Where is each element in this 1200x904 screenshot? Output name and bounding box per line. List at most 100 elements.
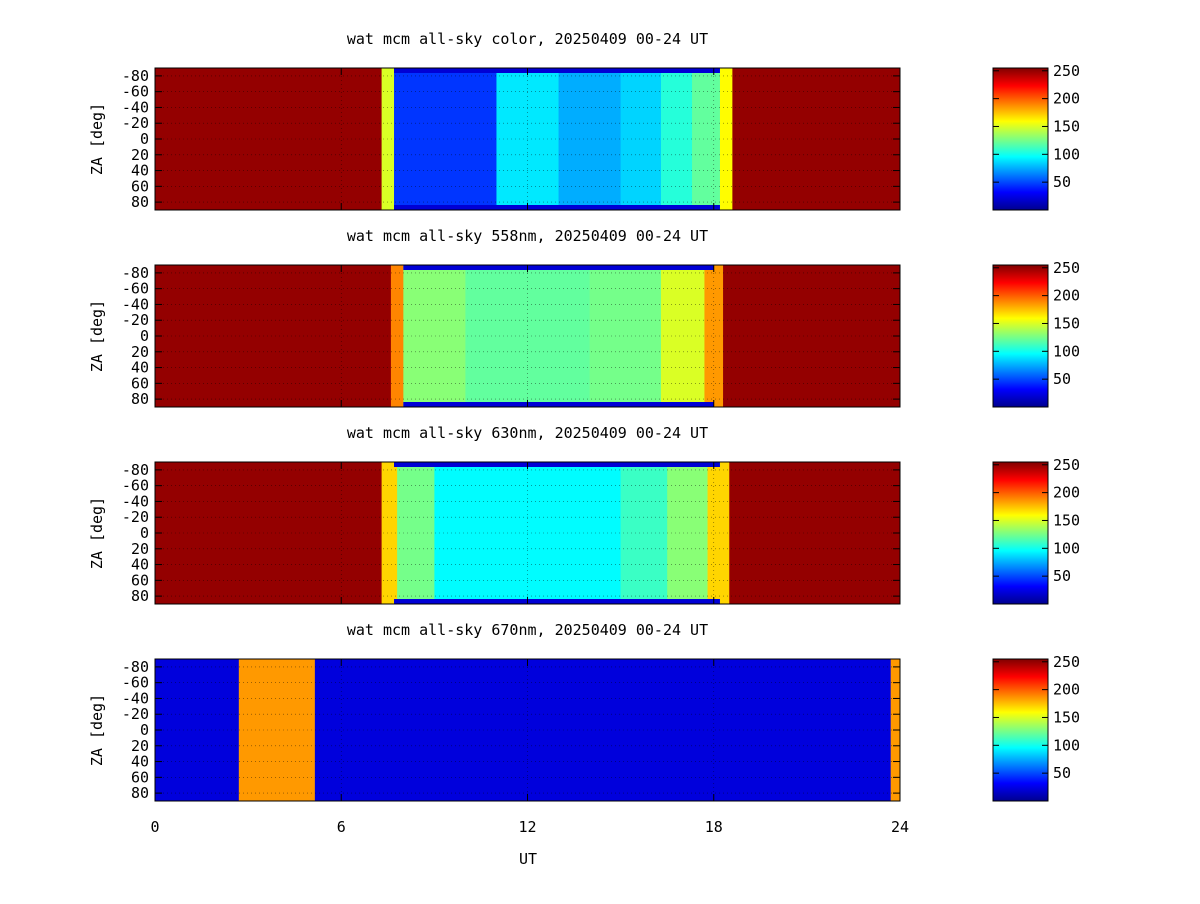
panel-1: wat mcm all-sky color, 20250409 00-24 UT…	[88, 30, 1080, 211]
y-tick-label: 20	[131, 343, 149, 361]
y-tick-label: 60	[131, 768, 149, 786]
panel-title: wat mcm all-sky 630nm, 20250409 00-24 UT	[347, 424, 708, 442]
colorbar-tick-label: 50	[1053, 370, 1071, 388]
colorbar-tick-label: 50	[1053, 173, 1071, 191]
colorbar	[992, 67, 1049, 211]
y-tick-label: -60	[122, 83, 149, 101]
y-tick-label: 20	[131, 737, 149, 755]
y-tick-label: -40	[122, 98, 149, 116]
heatmap-cell	[589, 265, 662, 407]
y-tick-label: 80	[131, 784, 149, 802]
y-tick-label: -40	[122, 689, 149, 707]
heatmap-cell	[155, 462, 383, 604]
y-axis-label: ZA [deg]	[88, 300, 106, 372]
y-tick-label: 80	[131, 587, 149, 605]
x-axis-label: UT	[519, 850, 537, 868]
y-tick-label: 80	[131, 193, 149, 211]
y-tick-label: -20	[122, 114, 149, 132]
y-tick-label: -80	[122, 67, 149, 85]
y-tick-label: -20	[122, 311, 149, 329]
y-tick-label: 0	[140, 327, 149, 345]
y-tick-label: 20	[131, 146, 149, 164]
colorbar-tick-label: 200	[1053, 681, 1080, 699]
heatmap-cell	[155, 68, 383, 210]
colorbar-tick-label: 100	[1053, 342, 1080, 360]
heatmap-cell	[707, 462, 730, 604]
y-tick-label: -20	[122, 705, 149, 723]
y-tick-label: -60	[122, 477, 149, 495]
y-tick-label: 60	[131, 374, 149, 392]
colorbar-tick-label: 150	[1053, 117, 1080, 135]
colorbar-tick-label: 200	[1053, 484, 1080, 502]
y-tick-label: 80	[131, 390, 149, 408]
colorbar-tick-label: 50	[1053, 764, 1071, 782]
heatmap-cell	[155, 265, 392, 407]
panel-2: wat mcm all-sky 558nm, 20250409 00-24 UT…	[88, 227, 1080, 408]
colorbar-tick-label: 150	[1053, 314, 1080, 332]
x-tick-label: 18	[705, 818, 723, 836]
y-tick-label: -80	[122, 264, 149, 282]
y-tick-label: -40	[122, 492, 149, 510]
x-tick-label: 24	[891, 818, 909, 836]
x-tick-label: 6	[337, 818, 346, 836]
heatmap-cell	[390, 265, 404, 407]
horizon-band-bottom	[403, 402, 714, 407]
colorbar-tick-label: 100	[1053, 736, 1080, 754]
heatmap-cell	[381, 68, 395, 210]
y-axis-label: ZA [deg]	[88, 497, 106, 569]
colorbar-tick-label: 200	[1053, 90, 1080, 108]
y-tick-label: -80	[122, 461, 149, 479]
y-tick-label: 0	[140, 524, 149, 542]
heatmap-cell	[719, 68, 733, 210]
heatmap-cell	[732, 68, 901, 210]
panel-3: wat mcm all-sky 630nm, 20250409 00-24 UT…	[88, 424, 1080, 605]
x-tick-label: 12	[518, 818, 536, 836]
colorbar	[992, 461, 1049, 605]
colorbar-tick-label: 50	[1053, 567, 1071, 585]
y-tick-label: 40	[131, 359, 149, 377]
colorbar-tick-label: 100	[1053, 539, 1080, 557]
y-tick-label: 40	[131, 162, 149, 180]
horizon-band-top	[394, 68, 720, 73]
x-tick-label: 0	[150, 818, 159, 836]
y-axis-label: ZA [deg]	[88, 694, 106, 766]
y-tick-label: -60	[122, 674, 149, 692]
colorbar-tick-label: 150	[1053, 708, 1080, 726]
y-tick-label: 0	[140, 130, 149, 148]
heatmap-cell	[692, 68, 721, 210]
horizon-band-bottom	[394, 599, 720, 604]
y-tick-label: 40	[131, 753, 149, 771]
colorbar	[992, 658, 1049, 802]
y-tick-label: 20	[131, 540, 149, 558]
y-tick-label: -40	[122, 295, 149, 313]
colorbar-tick-label: 250	[1053, 62, 1080, 80]
heatmap-cell	[729, 462, 901, 604]
heatmap-cell	[155, 659, 240, 801]
heatmap-cell	[394, 68, 497, 210]
horizon-band-top	[394, 462, 720, 467]
colorbar-tick-label: 100	[1053, 145, 1080, 163]
y-tick-label: 60	[131, 571, 149, 589]
heatmap-cell	[660, 265, 705, 407]
panel-title: wat mcm all-sky color, 20250409 00-24 UT	[347, 30, 708, 48]
y-tick-label: -60	[122, 280, 149, 298]
y-tick-label: -80	[122, 658, 149, 676]
y-tick-label: 60	[131, 177, 149, 195]
heatmap-cell	[403, 265, 466, 407]
panel-title: wat mcm all-sky 670nm, 20250409 00-24 UT	[347, 621, 708, 639]
colorbar-tick-label: 200	[1053, 287, 1080, 305]
y-tick-label: 0	[140, 721, 149, 739]
y-axis-label: ZA [deg]	[88, 103, 106, 175]
panel-title: wat mcm all-sky 558nm, 20250409 00-24 UT	[347, 227, 708, 245]
colorbar	[992, 264, 1049, 408]
horizon-band-top	[403, 265, 714, 270]
y-tick-label: -20	[122, 508, 149, 526]
heatmap-cell	[558, 68, 622, 210]
colorbar-tick-label: 250	[1053, 259, 1080, 277]
colorbar-tick-label: 250	[1053, 653, 1080, 671]
colorbar-tick-label: 150	[1053, 511, 1080, 529]
heatmap-cell	[381, 462, 398, 604]
y-tick-label: 40	[131, 556, 149, 574]
